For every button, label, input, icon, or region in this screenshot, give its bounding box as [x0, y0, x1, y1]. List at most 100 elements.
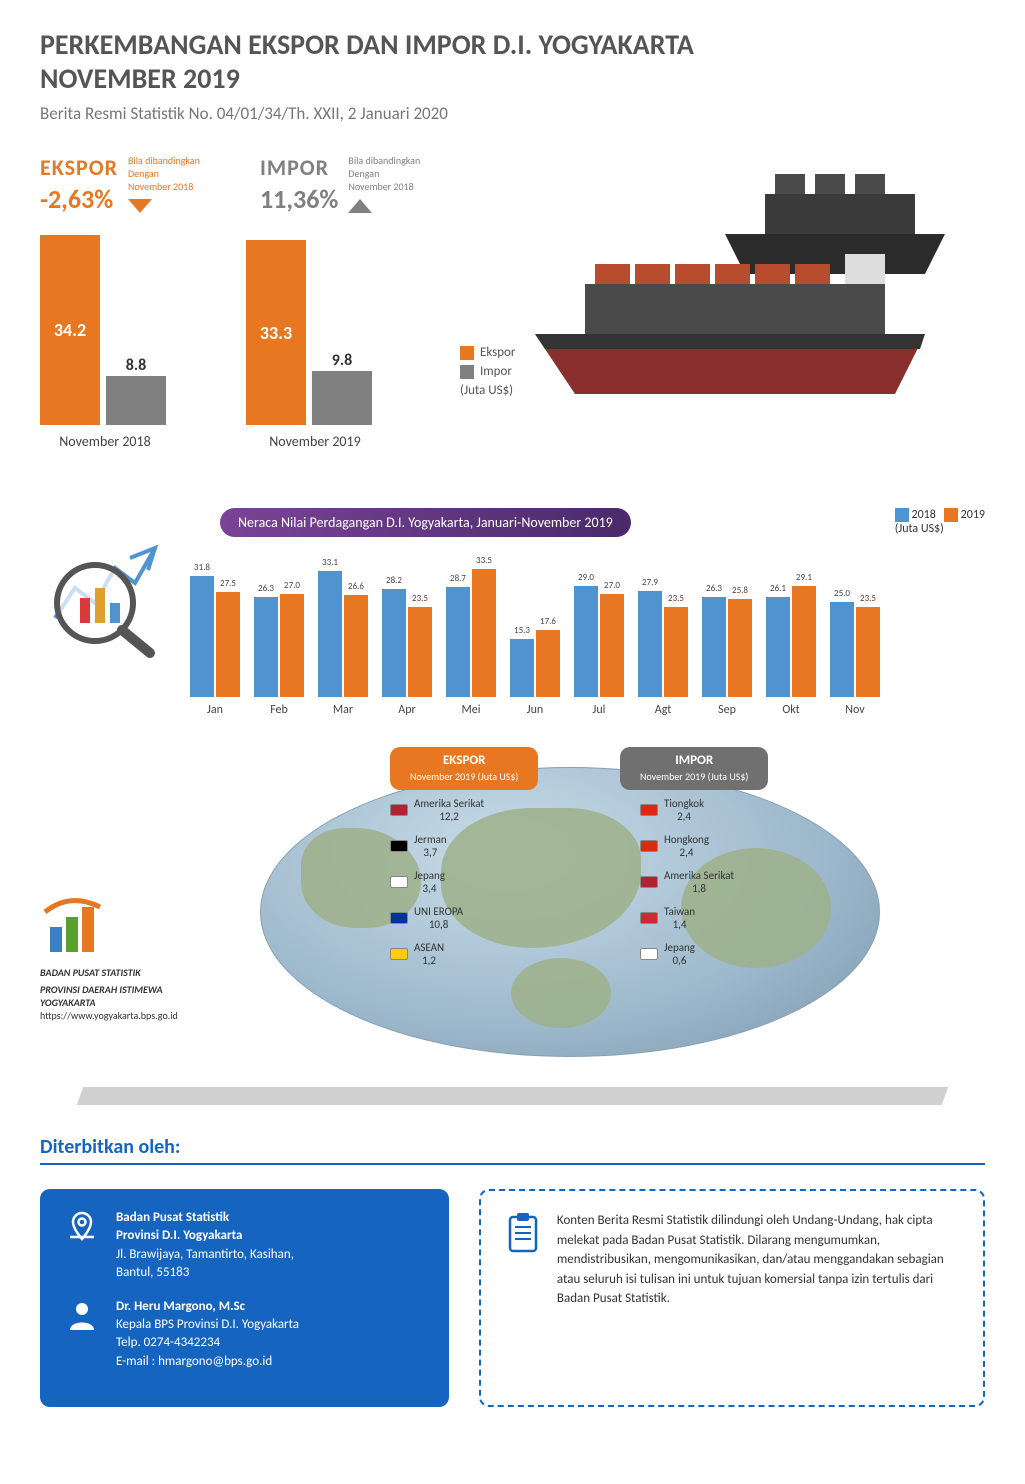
bps-url: https://www.yogyakarta.bps.go.id: [40, 1009, 200, 1022]
country-row: ASEAN1,2: [390, 941, 484, 967]
impor-note: Bila dibandingkan Dengan November 2018: [348, 154, 420, 193]
bar-2018-value: 26.1: [770, 583, 786, 594]
flag-icon: [390, 840, 408, 852]
country-text: Amerika Serikat12,2: [414, 797, 484, 823]
ekspor-bar: 33.3: [246, 240, 306, 425]
country-row: Amerika Serikat12,2: [390, 797, 484, 823]
month-label: Mar: [333, 703, 353, 717]
bar-2019: 25.8: [728, 599, 752, 698]
month-label: Okt: [782, 703, 799, 717]
location-icon: [64, 1209, 100, 1282]
bar-2018-value: 15.3: [514, 625, 530, 636]
month-label: Nov: [845, 703, 864, 717]
month-group: 31.827.5Jan: [190, 567, 240, 717]
bar-2018-value: 26.3: [706, 583, 722, 594]
bar-2019: 29.1: [792, 586, 816, 697]
bar-2019: 33.5: [472, 569, 496, 697]
neraca-chart: 31.827.5Jan26.327.0Feb33.126.6Mar28.223.…: [40, 557, 985, 717]
bar-2019-value: 27.0: [284, 580, 300, 591]
month-group: 27.923.5Agt: [638, 567, 688, 717]
bar-2018-value: 25.0: [834, 588, 850, 599]
bar-2018: 26.1: [766, 597, 790, 697]
impor-badge: IMPOR November 2019 (Juta US$): [620, 747, 768, 790]
country-text: Amerika Serikat1,8: [664, 869, 734, 895]
bps-logo-block: BADAN PUSAT STATISTIK PROVINSI DAERAH IS…: [40, 897, 200, 1022]
month-group: 33.126.6 Mar: [318, 567, 368, 717]
ekspor-bar-value: 34.2: [54, 319, 86, 341]
neraca-section: Neraca Nilai Perdagangan D.I. Yogyakarta…: [40, 508, 985, 717]
ekspor-badge: EKSPOR November 2019 (Juta US$): [390, 747, 538, 790]
country-row: Hongkong2,4: [640, 833, 734, 859]
legend-impor-swatch: [460, 365, 474, 379]
flag-icon: [390, 876, 408, 888]
bar-2019-value: 23.5: [412, 593, 428, 604]
month-group: 29.027.0Jul: [574, 567, 624, 717]
bps-org-line2: PROVINSI DAERAH ISTIMEWA YOGYAKARTA: [40, 983, 200, 1009]
month-label: Agt: [655, 703, 671, 717]
bar-2018-value: 28.7: [450, 573, 466, 584]
bar-2018: 31.8: [190, 576, 214, 698]
bar-2019: 27.0: [280, 594, 304, 697]
bar-2018: 29.0: [574, 586, 598, 697]
country-row: Jerman3,7: [390, 833, 484, 859]
ekspor-metric: EKSPOR -2,63% Bila dibandingkan Dengan N…: [40, 154, 220, 215]
bar-2018: 28.2: [382, 589, 406, 697]
bar-legend: Ekspor Impor (Juta US$): [460, 345, 515, 398]
country-text: Taiwan1,4: [664, 905, 695, 931]
bps-org-line1: BADAN PUSAT STATISTIK: [40, 966, 200, 979]
bar-2019: 26.6: [344, 595, 368, 697]
country-row: Jepang0,6: [640, 941, 734, 967]
month-group: 26.325.8Sep: [702, 567, 752, 717]
month-group: 28.223.5Apr: [382, 567, 432, 717]
bar-2019: 27.5: [216, 592, 240, 697]
bar-2018-value: 28.2: [386, 575, 402, 586]
month-label: Jun: [527, 703, 543, 717]
country-row: UNI EROPA10,8: [390, 905, 484, 931]
bar-2019-value: 29.1: [796, 572, 812, 583]
ekspor-bar-value: 33.3: [260, 322, 292, 344]
impor-label: IMPOR: [260, 154, 338, 181]
subtitle: Berita Resmi Statistik No. 04/01/34/Th. …: [40, 103, 985, 124]
impor-bar-value: 9.8: [332, 351, 353, 370]
bar-caption-1: November 2019: [250, 433, 380, 478]
published-section: Diterbitkan oleh: Badan Pusat Statistik …: [0, 1105, 1025, 1447]
country-text: Tiongkok2,4: [664, 797, 704, 823]
month-label: Feb: [270, 703, 288, 717]
flag-icon: [390, 804, 408, 816]
impor-value: 11,36%: [260, 183, 338, 215]
flag-icon: [640, 840, 658, 852]
clipboard-icon: [505, 1211, 541, 1385]
flag-icon: [640, 948, 658, 960]
bar-2018-value: 33.1: [322, 557, 338, 568]
bar-2019: 27.0: [600, 594, 624, 697]
bar-2018: 26.3: [254, 597, 278, 698]
bar-2019-value: 27.5: [220, 578, 236, 589]
impor-country-list: Tiongkok2,4 Hongkong2,4 Amerika Serikat1,8…: [640, 797, 734, 977]
header: PERKEMBANGAN EKSPOR DAN IMPOR D.I. YOGYA…: [0, 0, 1025, 134]
ekspor-country-list: Amerika Serikat12,2Jerman3,7Jepang3,4UNI…: [390, 797, 484, 977]
country-row: Tiongkok2,4: [640, 797, 734, 823]
bar-2018: 33.1: [318, 571, 342, 698]
flag-icon: [640, 804, 658, 816]
bar-2018: 26.3: [702, 597, 726, 698]
bar-group: 33.3 9.8: [246, 240, 372, 425]
bar-2018-value: 26.3: [258, 583, 274, 594]
country-text: ASEAN1,2: [414, 941, 444, 967]
bar-caption-0: November 2018: [40, 433, 170, 478]
bar-2018-value: 31.8: [194, 562, 210, 573]
bar-2018-value: 27.9: [642, 577, 658, 588]
bar-2019-value: 33.5: [476, 555, 492, 566]
impor-bar: 9.8: [312, 371, 372, 425]
bar-2019: 23.5: [408, 607, 432, 697]
notice-text: Konten Berita Resmi Statistik dilindungi…: [557, 1211, 959, 1385]
bar-2019: 23.5: [664, 607, 688, 697]
bar-2019-value: 23.5: [860, 593, 876, 604]
bar-2018: 27.9: [638, 591, 662, 698]
publisher-card: Badan Pusat Statistik Provinsi D.I. Yogy…: [40, 1189, 449, 1407]
contact-block: Dr. Heru Margono, M.Sc Kepala BPS Provin…: [116, 1298, 299, 1371]
divider-strip: [77, 1087, 949, 1105]
bar-group: 34.28.8: [40, 235, 166, 425]
bar-2018-value: 29.0: [578, 572, 594, 583]
up-triangle-icon: [348, 199, 372, 213]
ekspor-label: EKSPOR: [40, 154, 118, 181]
